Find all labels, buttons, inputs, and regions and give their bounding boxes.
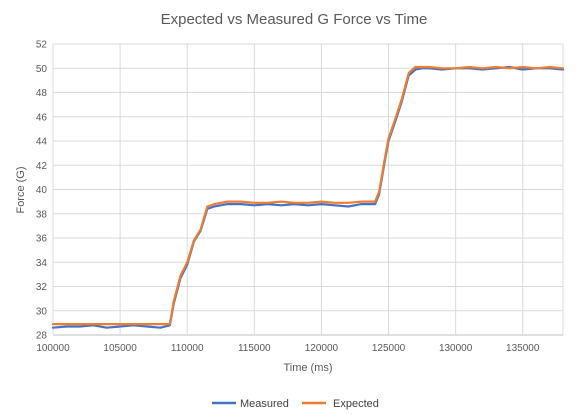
series-line-measured	[53, 67, 563, 328]
y-tick-label: 52	[36, 40, 48, 51]
x-tick-label: 120000	[305, 343, 339, 354]
y-tick-label: 50	[36, 64, 48, 75]
x-tick-label: 130000	[439, 343, 473, 354]
y-tick-label: 38	[36, 209, 48, 220]
y-tick-label: 28	[36, 331, 48, 342]
y-tick-label: 34	[36, 258, 48, 269]
series-lines	[53, 67, 563, 328]
y-tick-label: 36	[36, 234, 48, 245]
chart-title: Expected vs Measured G Force vs Time	[161, 11, 428, 28]
gridlines	[53, 44, 563, 335]
x-tick-label: 125000	[372, 343, 406, 354]
series-line-expected	[53, 67, 563, 324]
y-tick-label: 32	[36, 282, 48, 293]
y-tick-label: 46	[36, 112, 48, 123]
y-tick-label: 42	[36, 161, 48, 172]
legend-label-measured: Measured	[240, 398, 289, 410]
legend-label-expected: Expected	[333, 398, 379, 410]
x-axis-label: Time (ms)	[283, 362, 332, 374]
tick-labels: 28 30 32 34 36 38 40 42 44 46 48 50 52 100000 105000 11…	[36, 40, 540, 355]
y-tick-label: 44	[36, 137, 48, 148]
x-tick-label: 115000	[238, 343, 271, 354]
y-axis-label: Force (G)	[15, 166, 27, 213]
y-tick-label: 30	[36, 306, 48, 317]
y-tick-label: 40	[36, 185, 48, 196]
x-tick-label: 110000	[171, 343, 204, 354]
x-tick-label: 100000	[36, 343, 70, 354]
x-tick-label: 105000	[103, 343, 137, 354]
legend: Measured Expected	[212, 398, 379, 410]
y-tick-label: 48	[36, 88, 48, 99]
x-tick-label: 135000	[506, 343, 540, 354]
